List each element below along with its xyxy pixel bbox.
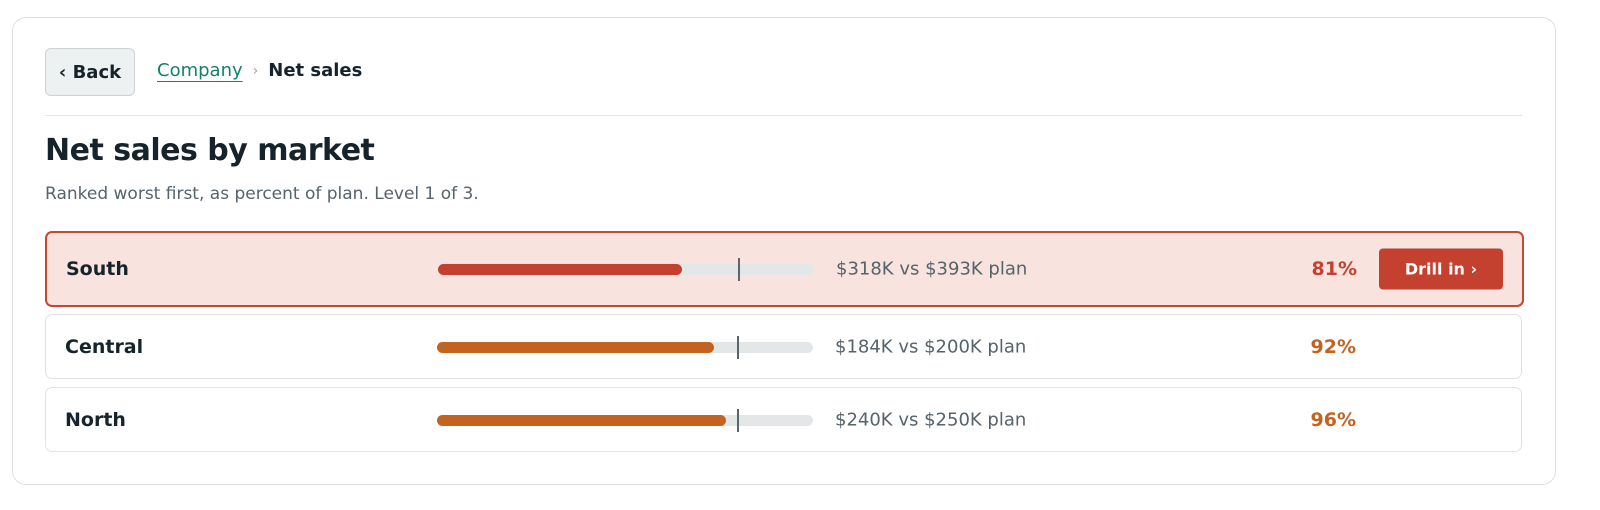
breadcrumb-current: Net sales xyxy=(268,60,363,81)
percent-label: 81% xyxy=(1311,258,1357,280)
drill-in-button[interactable]: Drill in › xyxy=(1379,248,1503,290)
market-row: Central $184K vs $200K plan 92% xyxy=(45,314,1522,379)
detail-text: $318K vs $393K plan xyxy=(836,258,1028,280)
bar-fill xyxy=(437,341,714,353)
detail-text: $240K vs $250K plan xyxy=(835,409,1027,430)
breadcrumb-link[interactable]: Company xyxy=(157,60,243,81)
market-name: Central xyxy=(65,335,144,358)
bar-track xyxy=(438,258,814,281)
bar-fill xyxy=(437,414,726,426)
subtitle: Ranked worst first, as percent of plan. … xyxy=(45,184,479,204)
percent-label: 96% xyxy=(1310,408,1356,431)
divider xyxy=(45,115,1522,116)
plan-marker xyxy=(737,258,740,281)
title: Net sales by market xyxy=(45,133,375,168)
card xyxy=(12,17,1556,485)
percent-label: 92% xyxy=(1310,335,1356,358)
detail-text: $184K vs $200K plan xyxy=(835,336,1027,357)
breadcrumb: Company › Net sales xyxy=(157,60,362,81)
market-name: North xyxy=(65,408,126,431)
back-button[interactable]: ‹ Back xyxy=(45,48,135,96)
breadcrumb-separator: › xyxy=(252,62,259,79)
plan-marker xyxy=(736,335,739,359)
market-row: South $318K vs $393K plan 81% Drill in › xyxy=(45,231,1524,307)
bar-track xyxy=(437,408,813,432)
market-name: South xyxy=(66,258,129,280)
plan-marker xyxy=(736,408,739,432)
market-row: North $240K vs $250K plan 96% xyxy=(45,387,1522,452)
bar-fill xyxy=(438,264,682,275)
bar-track xyxy=(437,335,813,359)
